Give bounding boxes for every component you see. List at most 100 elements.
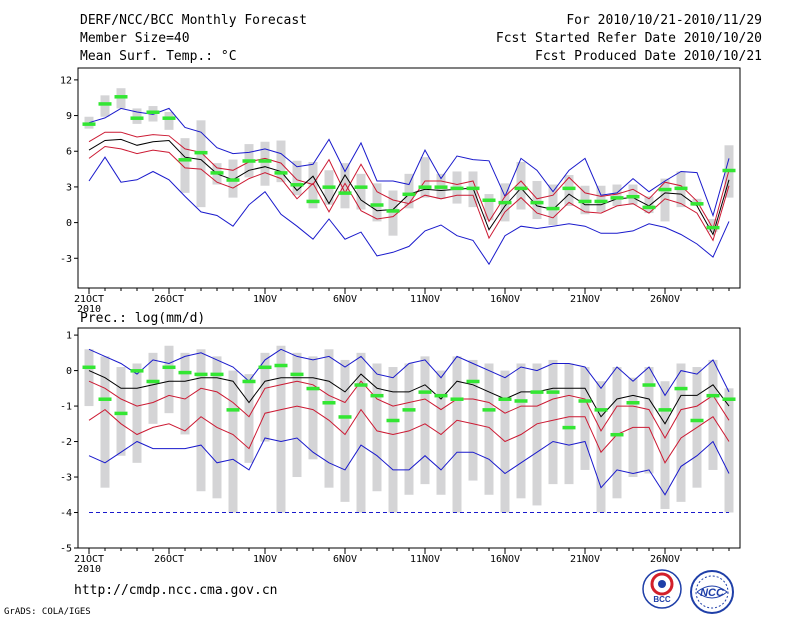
ncc-globe-icon <box>695 575 729 609</box>
precip-box-10 <box>244 374 254 463</box>
ncc-logo-text: NCC <box>700 587 725 599</box>
temp-observed-25 <box>482 198 496 202</box>
temp-ytick-label: 3 <box>66 182 72 193</box>
precip-observed-29 <box>546 390 560 394</box>
precip-line-max <box>88 348 730 397</box>
precip-observed-19 <box>386 418 400 423</box>
precip-observed-14 <box>306 386 320 391</box>
temp-ytick-label: 9 <box>66 111 72 122</box>
precip-line-min <box>88 437 730 496</box>
temp-box-21 <box>420 157 430 198</box>
precip-xtick-label: 1NOV <box>253 554 277 565</box>
temp-ytick-label: 0 <box>66 218 72 229</box>
precip-box-4 <box>148 352 158 424</box>
precip-box-37 <box>676 363 686 502</box>
forecast-started-date: Fcst Started Refer Date 2010/10/20 <box>496 31 762 46</box>
temp-observed-31 <box>578 199 592 204</box>
precip-observed-17 <box>354 383 368 387</box>
precip-observed-9 <box>226 408 240 412</box>
temp-observed-13 <box>290 183 304 187</box>
bcc-swirl-icon <box>650 572 674 596</box>
precip-box-9 <box>228 370 238 513</box>
precip-observed-36 <box>658 408 672 412</box>
temp-box-29 <box>548 184 558 225</box>
temp-box-7 <box>196 120 206 208</box>
precip-box-33 <box>612 367 622 499</box>
precip-observed-39 <box>706 393 720 398</box>
precip-box-7 <box>196 349 206 492</box>
precip-observed-6 <box>178 370 192 375</box>
precip-observed-38 <box>690 418 704 423</box>
temp-box-28 <box>532 180 542 220</box>
precip-box-14 <box>308 356 318 460</box>
temp-box-1 <box>100 95 110 117</box>
precip-box-3 <box>132 363 142 463</box>
precip-observed-7 <box>194 372 208 377</box>
precip-ytick-label: 0 <box>66 366 72 377</box>
precip-panel-title: Prec.: log(mm/d) <box>80 311 205 326</box>
temp-observed-26 <box>498 200 512 205</box>
temp-observed-4 <box>146 110 160 114</box>
precip-observed-20 <box>402 408 416 412</box>
temp-observed-12 <box>274 171 288 175</box>
temp-observed-3 <box>130 116 144 120</box>
precip-box-5 <box>164 345 174 414</box>
temp-box-20 <box>404 173 414 209</box>
precip-box-27 <box>516 363 526 499</box>
temp-observed-1 <box>98 102 112 106</box>
precip-observed-21 <box>418 390 432 394</box>
temp-xtick-year: 2010 <box>77 304 101 315</box>
member-size: Member Size=40 <box>80 31 190 46</box>
precip-box-20 <box>404 363 414 495</box>
precip-box-28 <box>532 363 542 506</box>
precip-box-23 <box>452 356 462 513</box>
temp-box-30 <box>564 175 574 206</box>
precip-ytick-label: -1 <box>60 402 72 413</box>
precip-xtick-label: 11NOV <box>410 554 440 565</box>
precip-line-mean <box>88 370 730 425</box>
precip-observed-3 <box>130 369 144 373</box>
precip-box-2 <box>116 367 126 456</box>
precip-box-35 <box>644 367 654 474</box>
precip-observed-31 <box>578 399 592 403</box>
precip-observed-12 <box>274 363 288 368</box>
precip-line-q75 <box>88 380 730 440</box>
precip-observed-15 <box>322 401 336 405</box>
precip-box-40 <box>724 388 734 513</box>
precip-series-lines <box>88 348 730 513</box>
precip-box-21 <box>420 356 430 485</box>
precip-observed-2 <box>114 411 128 416</box>
temp-xtick-label: 16NOV <box>490 294 520 305</box>
precip-xtick-label: 26OCT <box>154 554 184 565</box>
precip-box-39 <box>708 359 718 470</box>
source-url[interactable]: http://cmdp.ncc.cma.gov.cn <box>74 583 278 598</box>
ncc-logo: NCC <box>690 570 734 614</box>
precip-box-22 <box>436 370 446 495</box>
precip-xtick-label: 16NOV <box>490 554 520 565</box>
precip-box-18 <box>372 363 382 492</box>
temp-observed-18 <box>370 203 384 207</box>
temp-xtick-label: 6NOV <box>333 294 357 305</box>
precip-observed-34 <box>626 401 640 405</box>
temp-observed-5 <box>162 116 176 120</box>
temp-ytick-label: -3 <box>60 254 72 265</box>
temp-observed-16 <box>338 191 352 195</box>
temp-observed-9 <box>226 178 240 182</box>
temp-box-25 <box>484 194 494 221</box>
precip-ytick-label: -3 <box>60 473 72 484</box>
temp-box-35 <box>644 196 654 214</box>
precip-box-1 <box>100 356 110 488</box>
temp-observed-34 <box>626 194 640 199</box>
precip-box-11 <box>260 352 270 442</box>
temp-observed-40 <box>722 168 736 173</box>
variable-label: Mean Surf. Temp.: °C <box>80 49 237 64</box>
temp-box-6 <box>180 138 190 193</box>
temp-observed-15 <box>322 185 336 189</box>
precip-observed-27 <box>514 399 528 403</box>
precip-box-29 <box>548 359 558 485</box>
bcc-logo: BCC <box>642 569 682 609</box>
grads-credit: GrADS: COLA/IGES <box>4 607 91 617</box>
temp-box-39 <box>708 219 718 233</box>
